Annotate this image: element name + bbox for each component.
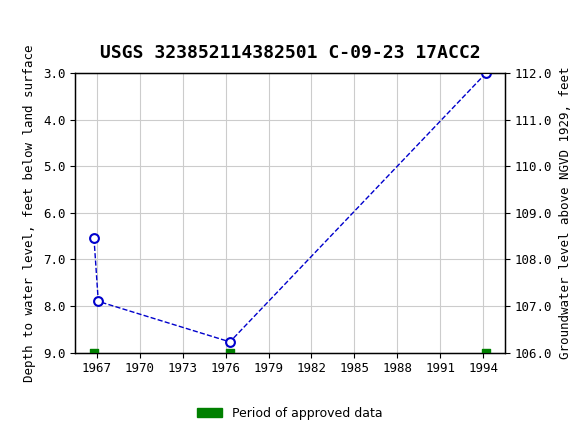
Text: ≡USGS: ≡USGS <box>12 16 78 36</box>
Point <box>89 235 99 242</box>
Legend: Period of approved data: Period of approved data <box>192 402 388 424</box>
Text: USGS 323852114382501 C-09-23 17ACC2: USGS 323852114382501 C-09-23 17ACC2 <box>100 44 480 62</box>
Point <box>481 349 491 356</box>
Point <box>225 338 234 345</box>
Point <box>89 349 99 356</box>
Point <box>225 349 234 356</box>
Point <box>481 70 491 77</box>
Point <box>93 298 103 305</box>
Y-axis label: Depth to water level, feet below land surface: Depth to water level, feet below land su… <box>23 44 36 381</box>
Y-axis label: Groundwater level above NGVD 1929, feet: Groundwater level above NGVD 1929, feet <box>559 67 572 359</box>
